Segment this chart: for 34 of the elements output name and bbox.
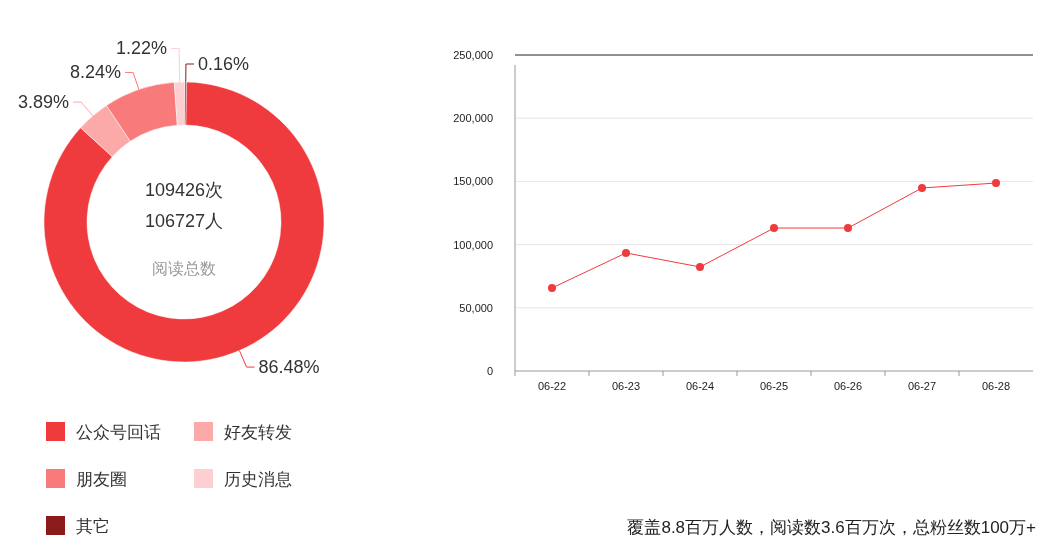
y-tick-label: 50,000 <box>459 301 493 314</box>
legend-label: 朋友圈 <box>76 470 127 489</box>
data-label: 3.89% <box>18 92 70 113</box>
y-tick-label: 0 <box>486 365 493 377</box>
x-tick-label: 06-26 <box>833 380 863 392</box>
x-tick-label: 06-23 <box>611 380 641 392</box>
data-label: 8.24% <box>70 62 122 83</box>
y-tick-label: 250,000 <box>453 49 493 61</box>
point <box>918 183 926 192</box>
data-label: 0.16% <box>197 54 250 75</box>
point <box>992 179 1000 188</box>
x-tick-label: 06-27 <box>907 380 937 392</box>
text: 109426次 <box>144 180 224 200</box>
x-tick-label: 06-22 <box>537 380 567 392</box>
legend-label: 其它 <box>76 517 110 536</box>
text: 106727人 <box>144 211 224 231</box>
x-tick-label: 06-25 <box>759 380 789 392</box>
y-tick-label: 200,000 <box>453 112 493 125</box>
y-tick-label: 100,000 <box>453 238 493 251</box>
data-label: 86.48% <box>258 357 320 378</box>
x-tick-label: 06-28 <box>981 380 1011 392</box>
text: 阅读总数 <box>152 260 216 277</box>
legend-label: 历史消息 <box>224 470 292 489</box>
point <box>770 224 778 233</box>
point <box>696 262 704 271</box>
text: 覆盖8.8百万人数，阅读数3.6百万次，总粉丝数100万+ <box>627 518 1037 537</box>
point <box>548 283 556 292</box>
data-label: 1.22% <box>116 38 168 59</box>
point <box>622 248 630 257</box>
x-tick-label: 06-24 <box>685 380 715 392</box>
point <box>844 224 852 233</box>
legend-label: 公众号回话 <box>76 423 161 442</box>
y-tick-label: 150,000 <box>453 175 493 188</box>
legend-label: 好友转发 <box>224 423 292 442</box>
